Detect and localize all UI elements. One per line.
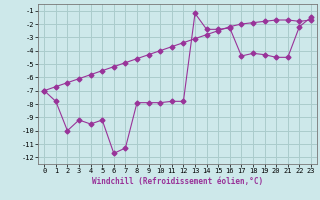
X-axis label: Windchill (Refroidissement éolien,°C): Windchill (Refroidissement éolien,°C) — [92, 177, 263, 186]
